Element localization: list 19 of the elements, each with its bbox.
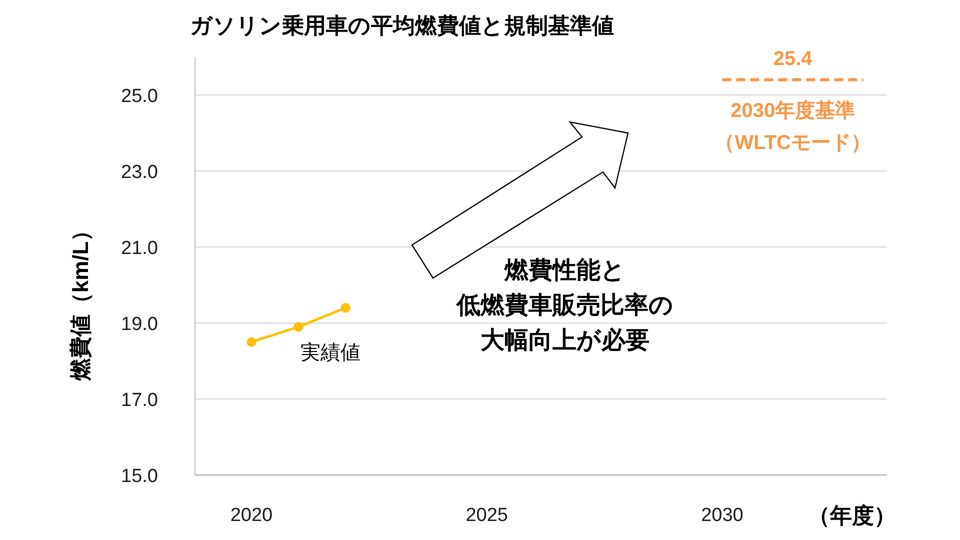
y-tick-label: 25.0 [121, 86, 158, 107]
annotation: 燃費性能と低燃費車販売比率の大幅向上が必要 [456, 257, 674, 354]
series-label: 2030年度基準（WLTCモード） [714, 98, 871, 154]
point [246, 337, 256, 347]
x-axis-title: （年度） [808, 503, 896, 528]
x-tick-label: 2025 [466, 505, 508, 526]
y-tick-label: 21.0 [121, 238, 158, 259]
y-tick-label: 19.0 [121, 314, 158, 335]
point [294, 322, 304, 332]
annotation: 25.4 [773, 48, 814, 70]
y-axis-title: 燃費値（km/L） [68, 219, 93, 382]
y-tick-label: 23.0 [121, 162, 158, 183]
chart-title: ガソリン乗用車の平均燃費値と規制基準値 [190, 13, 614, 38]
y-tick-label: 15.0 [121, 466, 158, 487]
point [340, 303, 350, 313]
x-tick-label: 2020 [230, 505, 273, 526]
y-tick-label: 17.0 [121, 390, 158, 411]
series-label: 実績値 [300, 341, 361, 364]
x-tick-label: 2030 [701, 505, 744, 526]
